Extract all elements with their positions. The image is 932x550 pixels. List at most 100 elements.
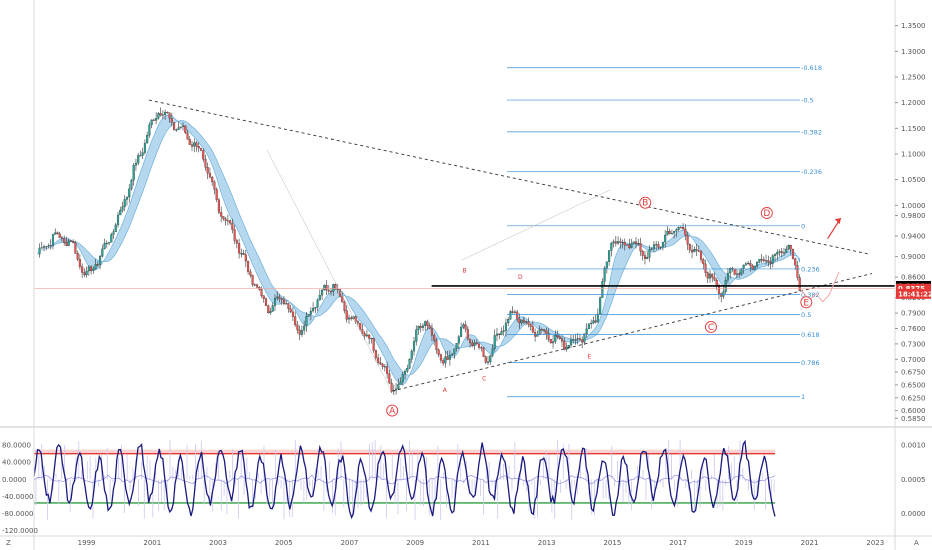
candle [469, 338, 472, 344]
candle [596, 313, 599, 323]
candle [590, 322, 593, 325]
candle [632, 241, 635, 244]
time-tick-label: 2019 [735, 539, 753, 547]
candle [747, 262, 750, 265]
candle [341, 296, 344, 303]
candle [197, 146, 200, 149]
candle [457, 336, 460, 344]
candle [778, 251, 781, 253]
candle [258, 287, 261, 290]
candle [513, 311, 516, 313]
candle [296, 324, 299, 331]
candle [217, 199, 220, 213]
candle [184, 125, 187, 133]
fib-level-label: 0.786 [801, 359, 820, 367]
price-tick-label: 1.0000 [901, 202, 926, 210]
candle [682, 227, 685, 229]
wave-label: E [587, 353, 591, 360]
candle [439, 354, 442, 361]
candle [733, 268, 736, 275]
price-tick-label: 0.9400 [901, 233, 926, 241]
candle [518, 318, 521, 324]
candle [608, 250, 611, 262]
candle [157, 113, 160, 119]
candle [664, 234, 667, 243]
candle [538, 329, 541, 335]
candle [251, 275, 254, 285]
fib-level-label: 1 [801, 393, 805, 401]
candle [502, 330, 505, 332]
price-tick-label: 0.6750 [901, 369, 926, 377]
candle [410, 350, 413, 360]
candle [753, 266, 756, 270]
candle [287, 303, 290, 310]
candle [789, 245, 792, 250]
fib-level-label: -0.236 [801, 168, 822, 176]
candle [695, 249, 698, 251]
time-tick-label: 2003 [209, 539, 227, 547]
candle [356, 321, 359, 324]
candle [161, 114, 164, 116]
candle [531, 326, 534, 333]
candle [253, 284, 256, 286]
candle [796, 265, 799, 278]
candle [273, 297, 277, 306]
candle [244, 254, 247, 262]
wave-circle [639, 196, 652, 209]
candle [675, 229, 678, 232]
candle [738, 273, 741, 275]
candle [190, 144, 194, 147]
candle [466, 328, 469, 340]
candle [332, 284, 335, 292]
price-pane[interactable]: -0.618 -0.5 -0.382 -0.236 0 0.236 0.382 0.5 0.61… [34, 64, 895, 417]
candle [397, 384, 400, 390]
candle [318, 294, 321, 301]
candle [601, 281, 604, 298]
candle [576, 338, 579, 340]
candle [655, 244, 658, 246]
candle [78, 259, 81, 267]
candle [305, 316, 308, 327]
candle [363, 333, 366, 337]
candle [417, 326, 420, 330]
candle [646, 256, 649, 259]
candle [619, 241, 622, 243]
candle [215, 189, 218, 200]
candle [312, 308, 315, 312]
oscillator-axis[interactable]: 80.0000 40.0000 0.0000 -40.0000 -80.0000 -120… [2, 442, 926, 536]
candle [222, 216, 225, 220]
candle [112, 231, 115, 235]
candle [285, 303, 288, 305]
candle [69, 240, 72, 242]
candle [464, 324, 467, 330]
candle [128, 188, 131, 198]
candle [715, 279, 718, 286]
time-axis[interactable]: 1999 2001 2003 2005 2007 2009 2011 2013 2015 2017… [78, 539, 885, 547]
oscillator-line [33, 439, 776, 520]
wave-label: A [389, 407, 396, 417]
candle [652, 244, 655, 249]
projection-line [266, 149, 391, 389]
candle [280, 298, 283, 300]
candle [379, 362, 382, 365]
candle [545, 330, 548, 334]
candle [372, 337, 375, 351]
oscillator-pane[interactable] [33, 439, 776, 520]
candle [211, 176, 214, 183]
candle [493, 335, 496, 349]
candle [395, 388, 398, 391]
candle [794, 258, 797, 266]
candle [713, 277, 716, 281]
price-axis[interactable]: 1.3500 1.3000 1.2500 1.2000 1.1500 1.1000 1.05… [895, 22, 932, 423]
candle [556, 335, 559, 337]
candle [776, 252, 779, 255]
candle [143, 142, 146, 153]
candle [430, 328, 433, 336]
candle [540, 329, 543, 331]
time-tick-label: 2015 [603, 539, 621, 547]
candle [141, 152, 144, 156]
candle [773, 254, 777, 256]
candle [60, 237, 64, 239]
price-tick-label: 0.8600 [901, 274, 926, 282]
candle [578, 338, 581, 340]
